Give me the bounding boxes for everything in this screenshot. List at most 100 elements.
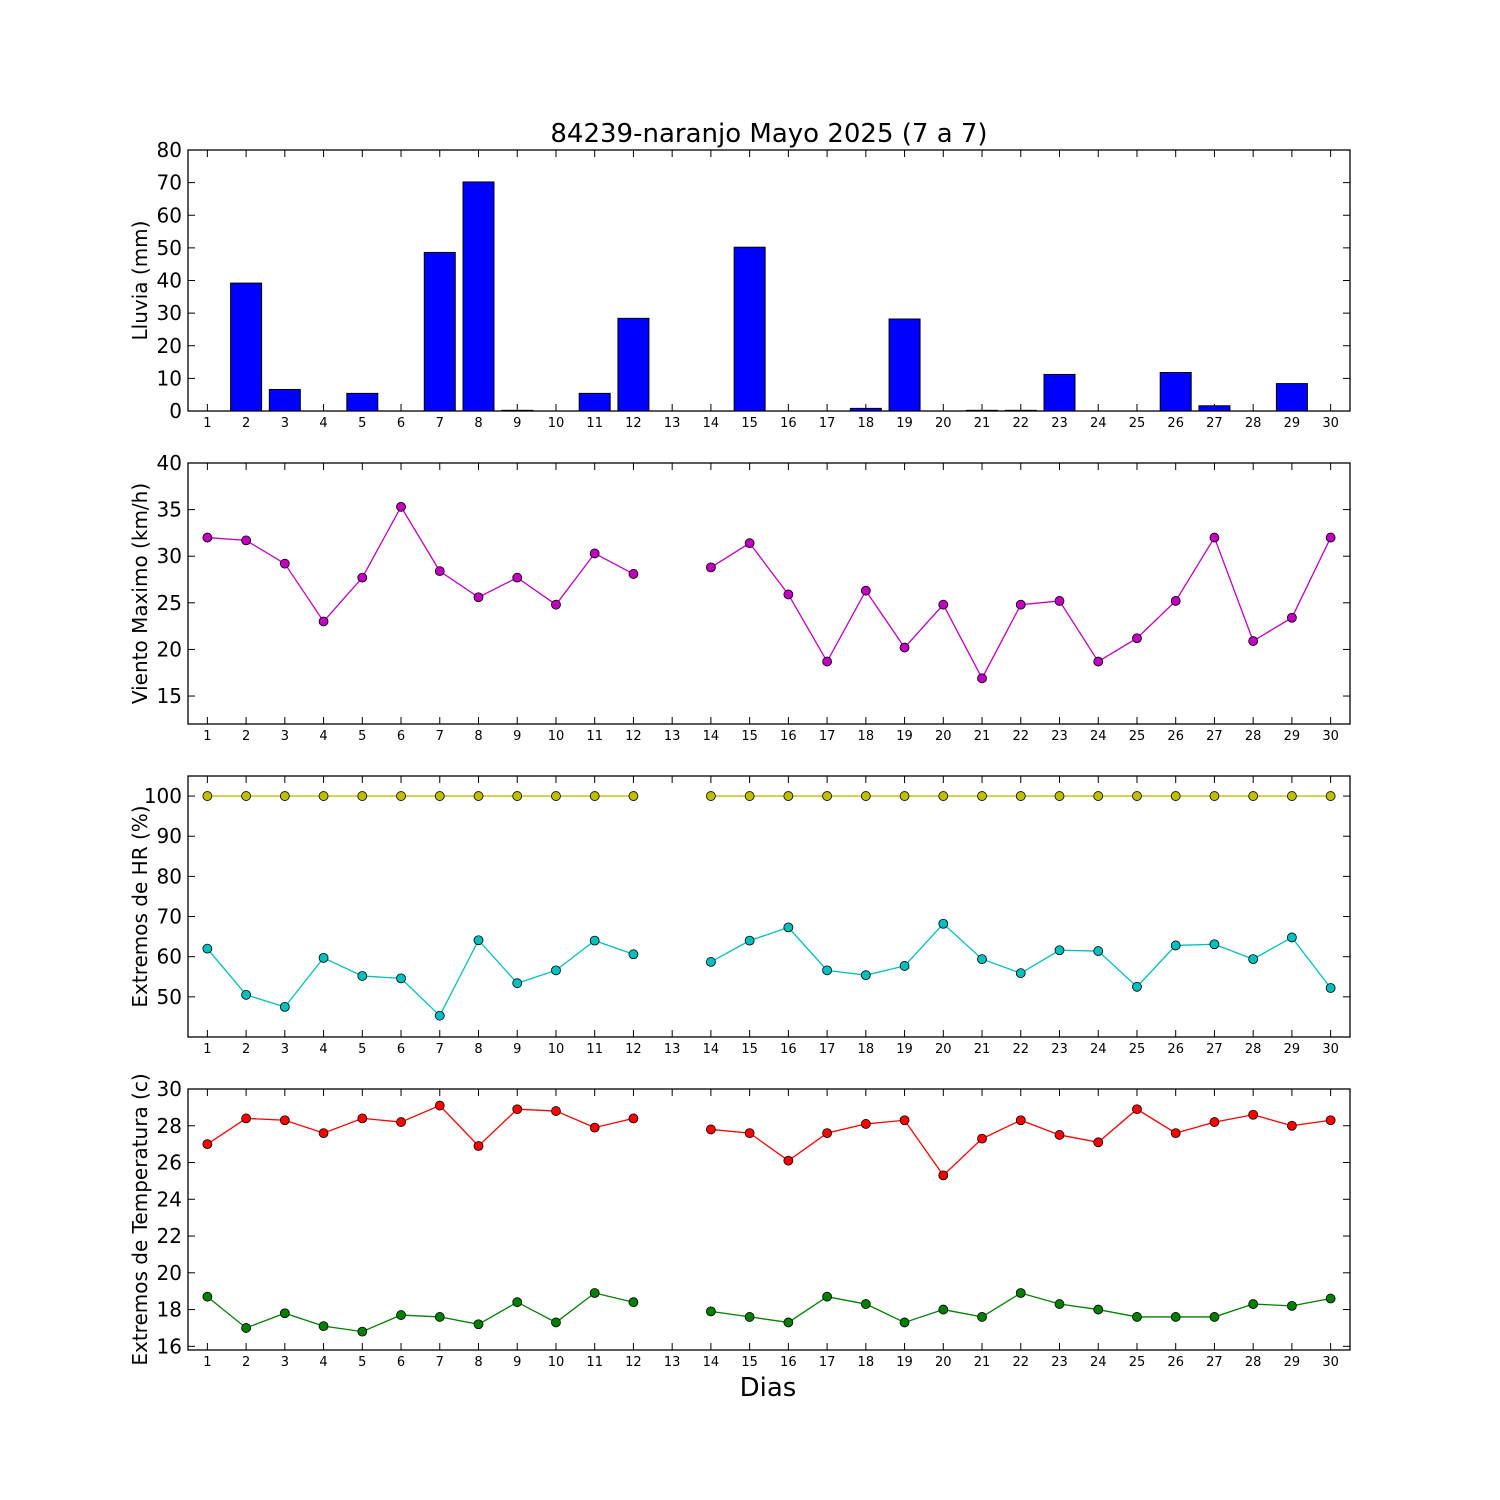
- x-tick-label: 4: [319, 729, 327, 744]
- data-point: [357, 572, 368, 583]
- rain-bar: [230, 282, 263, 412]
- y-axis-label: Lluvia (mm): [128, 221, 152, 341]
- data-point: [202, 532, 213, 543]
- data-point: [628, 1113, 639, 1124]
- x-tick-label: 13: [664, 416, 681, 431]
- x-tick-label: 4: [319, 1042, 327, 1057]
- data-point: [396, 791, 406, 801]
- data-point: [938, 791, 949, 801]
- data-point: [1015, 1288, 1026, 1298]
- x-tick-label: 4: [319, 1355, 327, 1370]
- y-tick-label: 0: [169, 399, 182, 423]
- x-tick-label: 15: [741, 1355, 758, 1370]
- x-tick-label: 17: [819, 729, 836, 744]
- data-point: [628, 949, 639, 960]
- data-point: [1170, 1312, 1181, 1322]
- data-point: [318, 616, 329, 627]
- data-point: [783, 791, 794, 801]
- data-point: [1015, 968, 1026, 979]
- data-point: [1132, 633, 1142, 644]
- x-tick-label: 22: [1012, 416, 1029, 431]
- y-tick-label: 26: [157, 1151, 182, 1175]
- x-tick-label: 29: [1284, 729, 1301, 744]
- data-point: [899, 642, 910, 653]
- y-axis-label: Extremos de HR (%): [128, 805, 152, 1007]
- data-point: [241, 989, 252, 1000]
- x-tick-label: 14: [703, 729, 720, 744]
- x-tick-label: 11: [586, 416, 603, 431]
- data-point: [783, 1317, 794, 1328]
- data-point: [551, 599, 561, 610]
- data-point: [1093, 1304, 1104, 1315]
- y-tick-label: 35: [157, 498, 182, 522]
- y-axis-label: Extremos de Temperatura (c): [128, 1073, 152, 1365]
- y-tick-label: 70: [157, 905, 182, 929]
- data-point: [202, 1291, 213, 1302]
- rain-bar: [346, 392, 379, 412]
- x-tick-label: 2: [242, 1042, 250, 1057]
- x-tick-label: 16: [780, 1355, 797, 1370]
- x-tick-label: 20: [935, 1042, 952, 1057]
- x-tick-label: 13: [664, 1355, 681, 1370]
- data-point: [202, 791, 213, 801]
- data-point: [744, 538, 755, 549]
- x-tick-label: 29: [1284, 1042, 1301, 1057]
- data-point: [1093, 656, 1104, 667]
- x-tick-label: 30: [1322, 416, 1339, 431]
- y-tick-label: 30: [157, 544, 182, 568]
- data-point: [899, 961, 910, 971]
- data-point: [551, 1106, 561, 1116]
- x-tick-label: 6: [397, 729, 405, 744]
- data-point: [822, 656, 832, 667]
- data-point: [512, 791, 523, 801]
- data-point: [279, 558, 290, 569]
- x-tick-label: 26: [1167, 1042, 1184, 1057]
- data-point: [589, 1288, 600, 1298]
- data-point: [396, 1310, 406, 1320]
- data-point: [1132, 1104, 1142, 1115]
- data-point: [1248, 1109, 1259, 1120]
- x-tick-label: 7: [436, 729, 444, 744]
- x-tick-label: 26: [1167, 1355, 1184, 1370]
- data-point: [1209, 791, 1220, 801]
- rain-bar: [462, 181, 495, 412]
- data-point: [977, 791, 987, 801]
- data-point: [1170, 940, 1181, 951]
- x-tick-label: 25: [1129, 729, 1146, 744]
- x-tick-label: 28: [1245, 1355, 1262, 1370]
- x-tick-label: 15: [741, 1042, 758, 1057]
- x-tick-label: 22: [1012, 1355, 1029, 1370]
- rain-bar: [1275, 383, 1308, 412]
- data-point: [938, 1170, 949, 1181]
- data-point: [551, 791, 561, 801]
- data-point: [512, 1297, 523, 1308]
- x-tick-label: 3: [281, 1042, 289, 1057]
- x-tick-label: 27: [1206, 729, 1223, 744]
- x-tick-label: 13: [664, 729, 681, 744]
- data-point: [202, 1139, 213, 1150]
- data-point: [1054, 791, 1065, 801]
- data-point: [783, 1155, 794, 1166]
- x-tick-label: 18: [858, 1042, 875, 1057]
- x-tick-label: 30: [1322, 729, 1339, 744]
- data-point: [1093, 1137, 1104, 1148]
- x-tick-label: 23: [1051, 416, 1068, 431]
- data-point: [589, 548, 600, 559]
- x-tick-label: 19: [896, 1355, 913, 1370]
- data-point: [1287, 932, 1297, 943]
- data-point: [899, 791, 910, 801]
- x-tick-label: 8: [474, 1042, 482, 1057]
- x-tick-label: 29: [1284, 416, 1301, 431]
- rain-bar: [423, 251, 456, 412]
- data-point: [1209, 1312, 1220, 1322]
- x-tick-label: 21: [974, 416, 991, 431]
- x-tick-label: 8: [474, 416, 482, 431]
- rain-bar: [617, 317, 650, 412]
- data-point: [318, 952, 329, 963]
- axes-frame: [187, 775, 1351, 1038]
- rain-bar: [849, 407, 882, 412]
